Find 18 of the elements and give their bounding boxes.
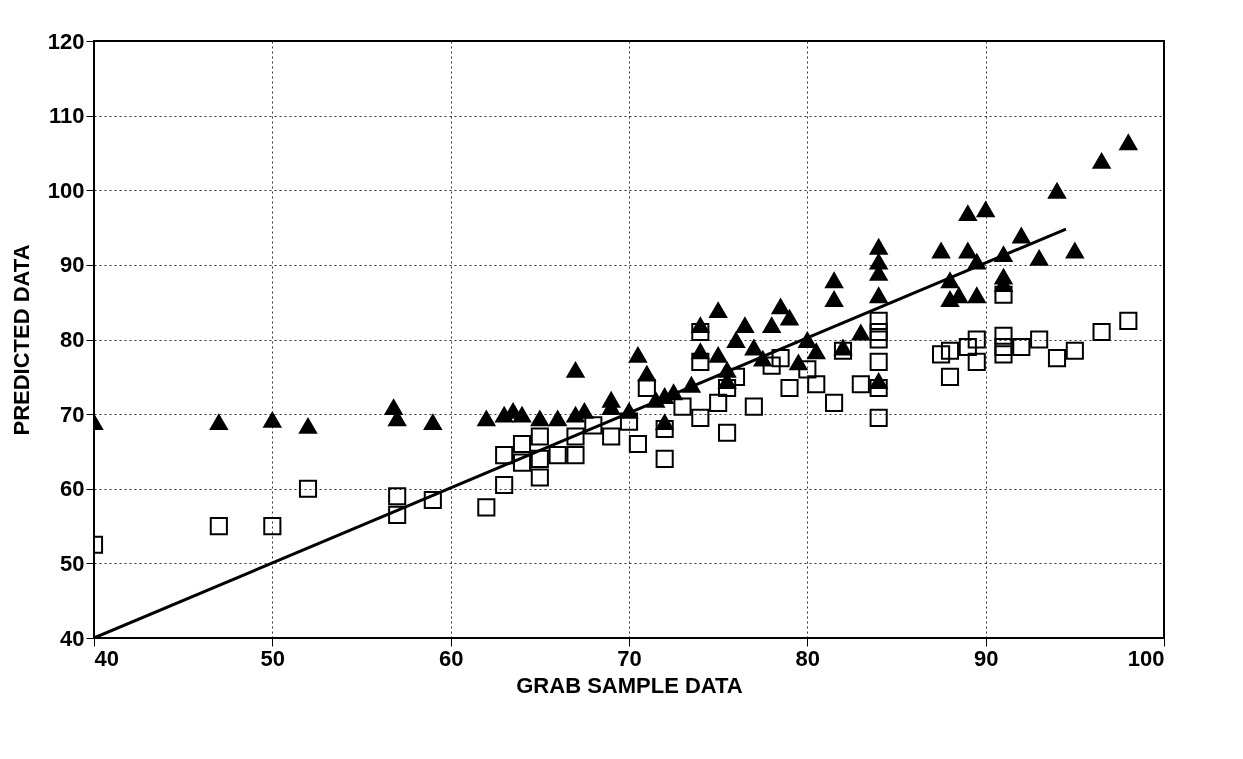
y-tick-label: 90	[60, 252, 85, 278]
y-tick-label: 70	[60, 401, 85, 427]
x-tick-label: 40	[94, 645, 119, 671]
y-axis-title: PREDICTED DATA	[8, 244, 34, 436]
y-tick-label: 80	[60, 327, 85, 352]
y-tick-label: 50	[60, 550, 85, 576]
y-tick-label: 100	[47, 177, 85, 203]
y-tick-label: 110	[49, 103, 85, 129]
x-tick-label: 80	[795, 645, 821, 671]
x-tick-label: 70	[617, 645, 642, 671]
x-tick-label: 60	[438, 645, 464, 671]
y-tick-label: 60	[60, 476, 85, 502]
y-tick-label: 40	[60, 625, 85, 651]
y-tick-label: 120	[47, 28, 85, 54]
x-tick-label: 100	[1127, 645, 1165, 671]
x-tick-label: 50	[260, 645, 286, 671]
x-tick-label: 90	[973, 645, 999, 671]
x-axis-title: GRAB SAMPLE DATA	[516, 672, 743, 698]
